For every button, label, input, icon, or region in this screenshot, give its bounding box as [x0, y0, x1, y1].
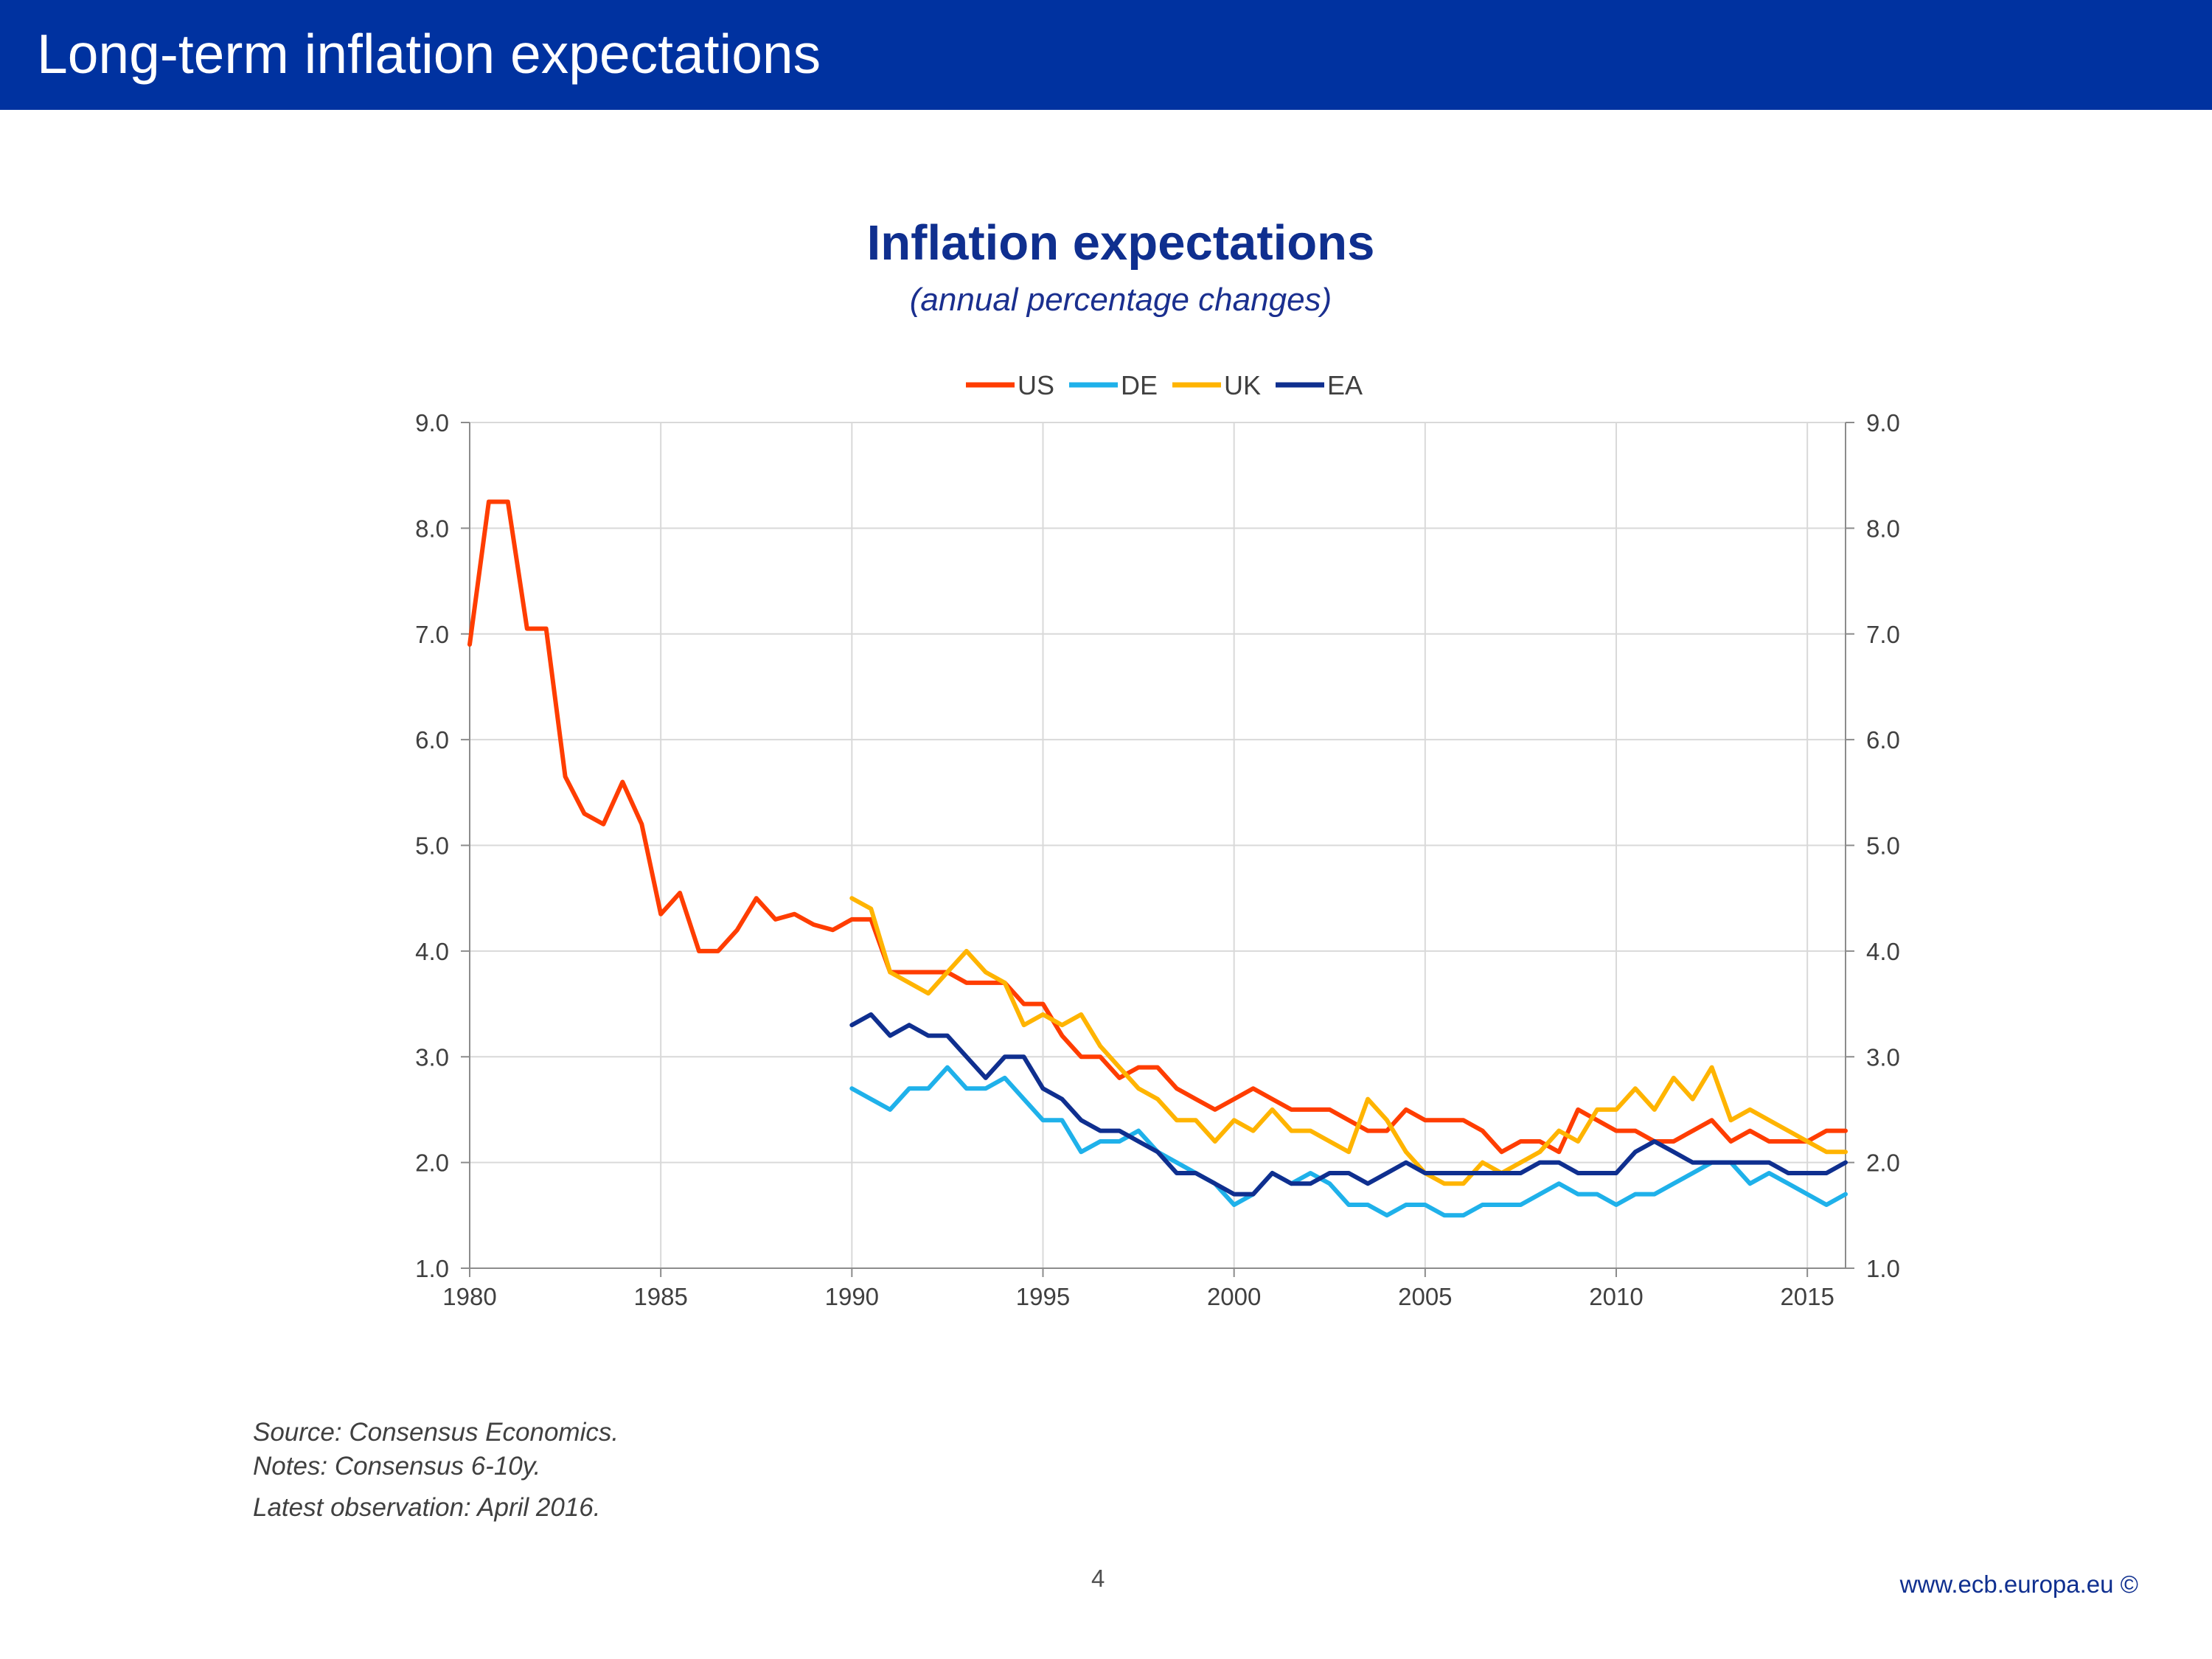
x-tick-label: 2005: [1398, 1283, 1452, 1310]
chart-subtitle: (annual percentage changes): [909, 282, 1332, 318]
x-tick-label: 2015: [1780, 1283, 1834, 1310]
legend-label-uk: UK: [1224, 370, 1261, 400]
y-tick-label-right: 7.0: [1866, 621, 1900, 648]
y-tick-label-right: 2.0: [1866, 1150, 1900, 1177]
y-tick-label-left: 7.0: [415, 621, 449, 648]
legend-label-us: US: [1018, 370, 1054, 400]
notes-note: Notes: Consensus 6-10y.: [253, 1452, 541, 1481]
title-banner: [0, 0, 2212, 110]
footer-url[interactable]: www.ecb.europa.eu ©: [1899, 1571, 2138, 1598]
y-tick-label-right: 8.0: [1866, 515, 1900, 542]
series-line-uk: [849, 896, 1848, 1186]
y-tick-label-left: 8.0: [415, 515, 449, 542]
y-tick-label-right: 4.0: [1866, 938, 1900, 965]
y-tick-label-left: 3.0: [415, 1043, 449, 1071]
y-tick-label-right: 9.0: [1866, 409, 1900, 437]
y-tick-label-right: 5.0: [1866, 832, 1900, 860]
y-tick-label-left: 5.0: [415, 832, 449, 860]
legend-label-de: DE: [1121, 370, 1158, 400]
series-line-de: [849, 1065, 1848, 1218]
y-tick-label-left: 4.0: [415, 938, 449, 965]
x-tick-label: 1995: [1016, 1283, 1070, 1310]
y-tick-label-right: 1.0: [1866, 1255, 1900, 1282]
source-note: Source: Consensus Economics.: [253, 1418, 619, 1447]
series-line-ea: [849, 1012, 1848, 1197]
x-tick-label: 1990: [825, 1283, 879, 1310]
y-tick-label-left: 9.0: [415, 409, 449, 437]
y-tick-label-right: 6.0: [1866, 726, 1900, 754]
y-tick-label-right: 3.0: [1866, 1043, 1900, 1071]
y-tick-label-left: 1.0: [415, 1255, 449, 1282]
y-tick-label-left: 6.0: [415, 726, 449, 754]
x-tick-label: 1980: [442, 1283, 496, 1310]
x-tick-label: 1985: [633, 1283, 687, 1310]
y-tick-label-left: 2.0: [415, 1150, 449, 1177]
latest-observation-note: Latest observation: April 2016.: [253, 1493, 601, 1522]
legend-label-ea: EA: [1327, 370, 1363, 400]
slide-title: Long-term inflation expectations: [37, 23, 821, 85]
x-tick-label: 2010: [1589, 1283, 1643, 1310]
x-tick-label: 2000: [1207, 1283, 1261, 1310]
chart-title: Inflation expectations: [866, 215, 1375, 271]
series-line-us: [467, 499, 1848, 1155]
page-number: 4: [1091, 1565, 1105, 1592]
